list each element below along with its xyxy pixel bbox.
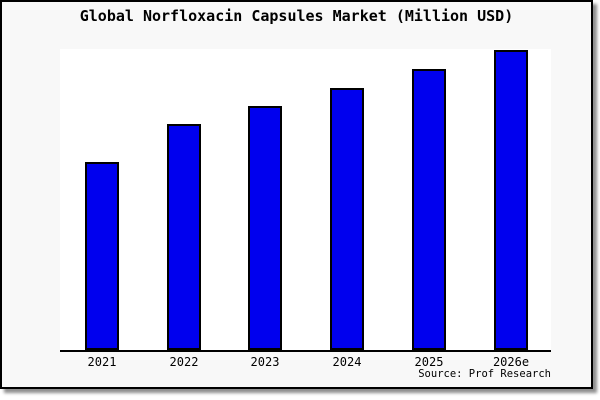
bar-2021 — [85, 162, 119, 350]
bar-2026e — [494, 50, 528, 350]
x-tick-label-2024: 2024 — [332, 355, 362, 369]
x-tick-label-2026e: 2026e — [492, 355, 530, 369]
plot-area — [60, 49, 551, 352]
bar-2023 — [248, 106, 282, 350]
x-tick-label-2023: 2023 — [250, 355, 280, 369]
chart-frame: Global Norfloxacin Capsules Market (Mill… — [0, 0, 593, 389]
x-tick-label-2021: 2021 — [87, 355, 117, 369]
x-tick-label-2025: 2025 — [414, 355, 444, 369]
chart-title: Global Norfloxacin Capsules Market (Mill… — [79, 7, 514, 25]
source-note: Source: Prof Research — [418, 368, 551, 380]
bar-2022 — [167, 124, 201, 350]
bar-2025 — [412, 69, 446, 350]
x-tick-label-2022: 2022 — [169, 355, 199, 369]
bar-2024 — [330, 88, 364, 350]
